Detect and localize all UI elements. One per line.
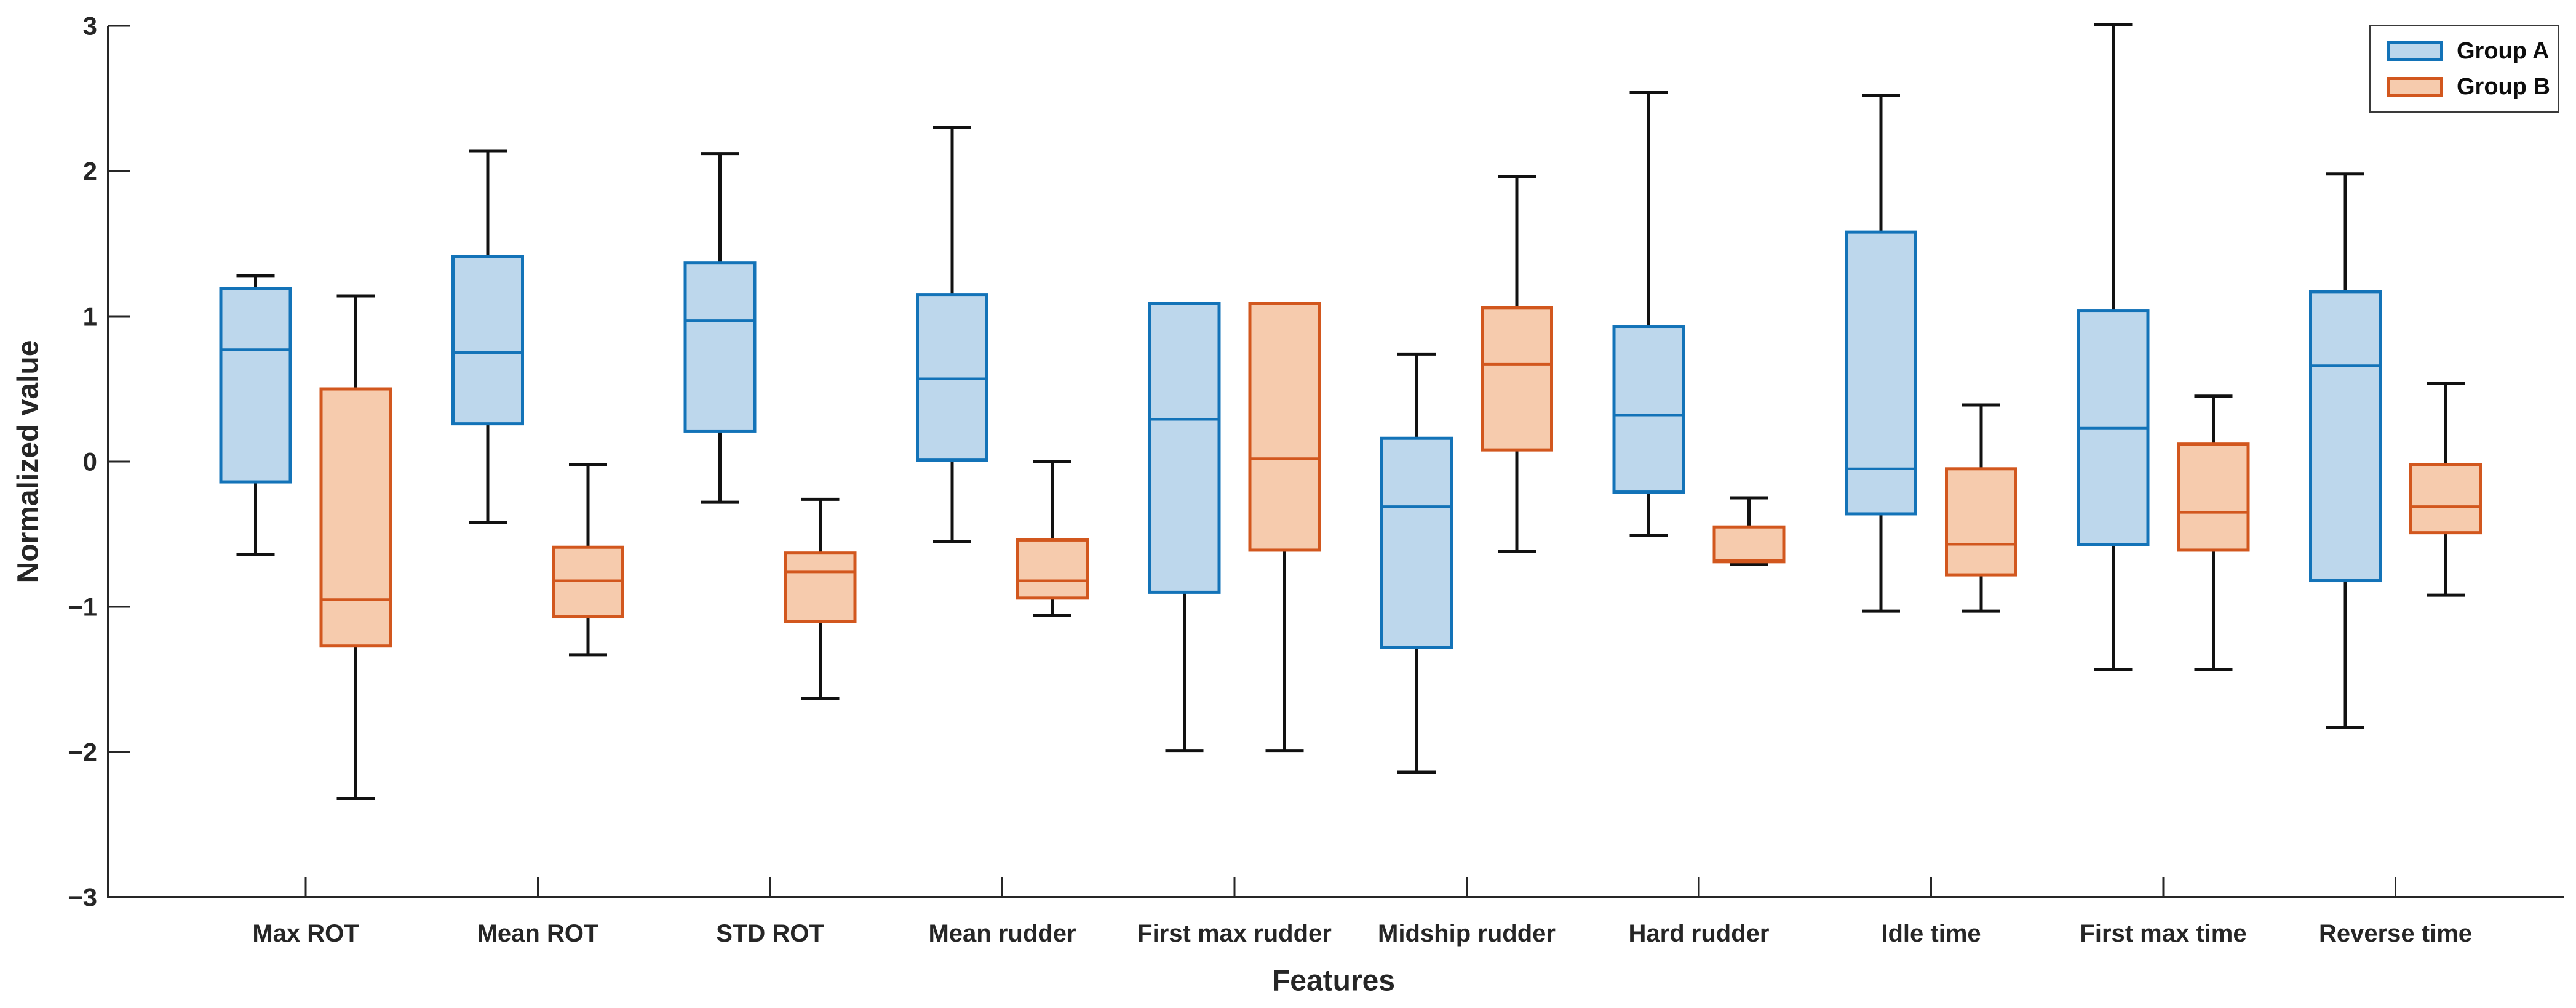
box-group-a-8: [1845, 230, 1917, 516]
box-group-b-5: [1248, 302, 1321, 552]
y-tick-label: 2: [83, 157, 97, 186]
x-tick-label: Max ROT: [252, 920, 359, 947]
y-tick-label: −1: [68, 593, 97, 622]
box-group-b-8: [1945, 467, 2017, 577]
legend: Group A Group B: [2369, 25, 2559, 113]
box-group-b-6: [1481, 306, 1553, 452]
box-group-a-5: [1148, 302, 1221, 594]
box-group-b-1: [319, 387, 392, 648]
x-tick-label: Mean ROT: [477, 920, 599, 947]
y-tick-label: −3: [68, 883, 97, 912]
x-tick-label: Hard rudder: [1629, 920, 1770, 947]
box-group-b-4: [1016, 538, 1089, 600]
x-tick-label: Reverse time: [2319, 920, 2472, 947]
box-group-a-1: [219, 287, 292, 484]
box-group-a-4: [916, 293, 988, 462]
x-tick-label: Mean rudder: [928, 920, 1076, 947]
group-a-swatch-icon: [2387, 41, 2443, 61]
y-tick-label: 1: [83, 302, 97, 331]
legend-label-group-b: Group B: [2457, 74, 2550, 100]
y-tick-label: −2: [68, 738, 97, 767]
box-group-b-9: [2177, 442, 2250, 552]
y-tick-label: 3: [83, 12, 97, 41]
x-tick-label: Midship rudder: [1378, 920, 1556, 947]
box-group-a-10: [2309, 290, 2382, 583]
box-group-b-3: [784, 551, 857, 623]
box-group-b-2: [552, 545, 624, 619]
box-group-a-3: [683, 261, 757, 433]
x-tick-label: First max rudder: [1137, 920, 1332, 947]
legend-label-group-a: Group A: [2457, 38, 2550, 64]
box-group-b-7: [1712, 525, 1786, 564]
group-b-swatch-icon: [2387, 77, 2443, 97]
legend-entry-group-b: Group B: [2387, 75, 2558, 98]
x-tick-label: First max time: [2080, 920, 2246, 947]
box-group-b-10: [2409, 463, 2482, 535]
y-axis-title: Normalized value: [12, 340, 45, 583]
legend-entry-group-a: Group A: [2387, 39, 2558, 63]
box-group-a-6: [1380, 436, 1453, 649]
y-tick-label: 0: [83, 447, 97, 476]
box-group-a-2: [451, 255, 524, 426]
x-axis-title: Features: [1271, 964, 1396, 998]
x-tick-label: STD ROT: [716, 920, 824, 947]
x-tick-label: Idle time: [1881, 920, 1981, 947]
box-group-a-7: [1612, 325, 1685, 494]
